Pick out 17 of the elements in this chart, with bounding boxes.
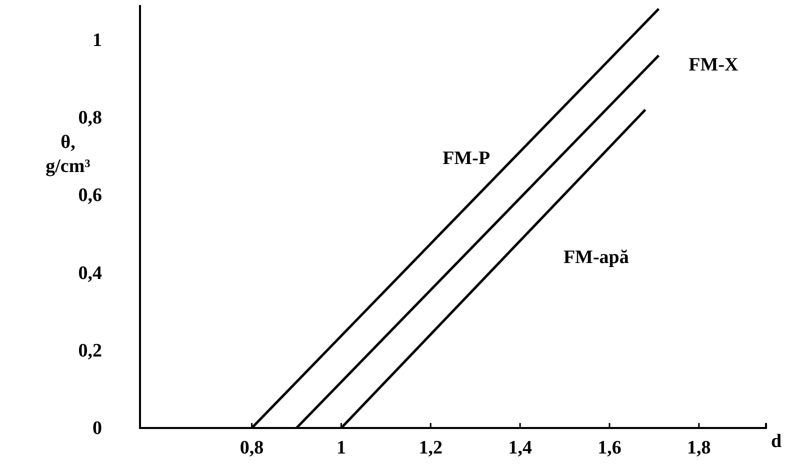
series-label: FM-apă [563, 246, 630, 268]
x-tick-label: 0,8 [240, 437, 264, 458]
y-tick-label: 1 [92, 30, 102, 52]
y-tick-label: 0,6 [78, 185, 102, 206]
y-tick-label: 0,8 [78, 108, 102, 129]
series-label: FM-X [688, 54, 739, 76]
y-tick-label: 0,4 [78, 262, 102, 284]
y-axis-title: θ, g/cm³ [46, 132, 91, 177]
x-tick-label: 1,4 [508, 437, 532, 458]
x-tick-label: 1 [336, 437, 346, 458]
series-label: FM-P [442, 148, 490, 170]
y-tick-label: 0 [92, 418, 102, 440]
y-tick-label: 0,2 [78, 340, 102, 362]
x-tick-label: 1,2 [418, 437, 443, 458]
x-axis-title: d [771, 431, 782, 452]
x-tick-label: 1,6 [598, 437, 622, 458]
x-tick-label: 1,8 [687, 437, 711, 458]
